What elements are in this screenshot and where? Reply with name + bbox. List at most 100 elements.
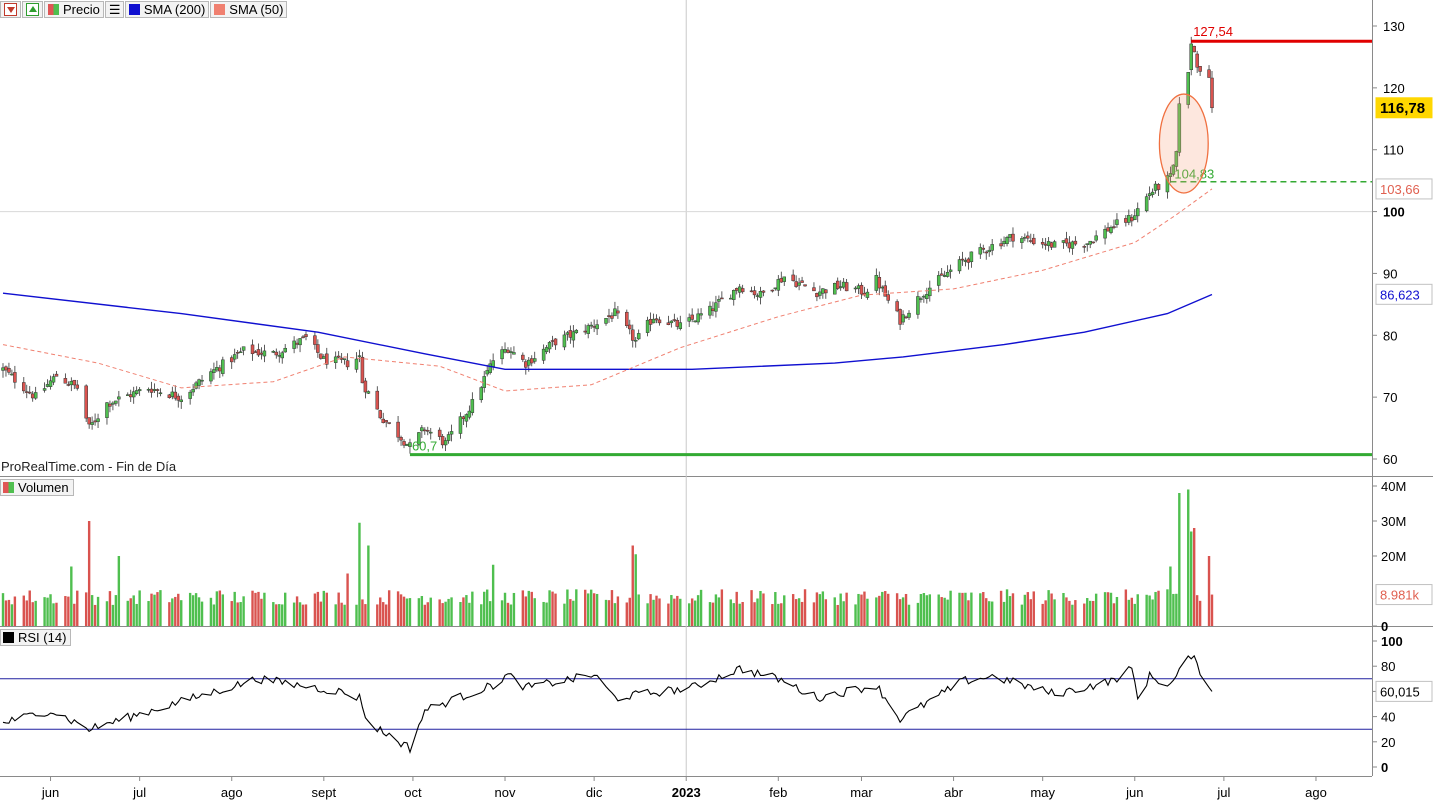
volume-bar: [866, 598, 869, 626]
candle-body: [877, 277, 882, 289]
volume-bar: [191, 595, 195, 626]
candle-body: [613, 308, 617, 317]
candle-body: [325, 353, 329, 365]
candle-body: [800, 280, 804, 283]
volume-bar: [43, 597, 46, 626]
candle-body: [470, 399, 475, 413]
volume-bar: [260, 598, 263, 626]
candle-body: [574, 329, 579, 334]
move-up-button[interactable]: [22, 1, 43, 18]
volume-bar: [355, 604, 358, 626]
rsi-panel-button[interactable]: RSI (14): [0, 629, 72, 646]
volume-bar: [999, 590, 1003, 626]
price-tick-label: 60: [1383, 452, 1397, 467]
candle-body: [984, 251, 988, 254]
candle-body: [1177, 103, 1182, 153]
volume-bar: [652, 599, 655, 626]
volume-bar: [575, 589, 578, 626]
candle-body: [987, 249, 991, 253]
volume-bar: [301, 604, 305, 626]
volume-bar: [1062, 592, 1065, 626]
volume-bar: [1127, 599, 1131, 626]
volume-bar: [554, 593, 557, 626]
volume-bar: [114, 595, 118, 626]
volume-bar: [595, 593, 599, 626]
x-tick-label: dic: [586, 785, 603, 800]
candle-body: [610, 315, 614, 319]
sma50-color-swatch: [214, 4, 226, 15]
volume-bar: [616, 596, 620, 626]
volume-bar: [313, 593, 317, 626]
volume-bar: [922, 593, 926, 626]
candle-body: [1046, 241, 1051, 246]
candle-body: [200, 379, 204, 382]
candle-body: [149, 388, 154, 393]
volume-bar: [209, 597, 213, 626]
volume-bar: [31, 602, 34, 626]
candle-body: [319, 353, 323, 359]
volume-bar: [343, 604, 346, 626]
candle-body: [1011, 233, 1015, 242]
candle-body: [737, 286, 742, 293]
volume-bar: [483, 591, 486, 626]
volume-bar: [670, 595, 673, 626]
candle-body: [131, 391, 136, 398]
volume-bar: [506, 602, 510, 626]
volume-bar: [690, 598, 694, 626]
x-tick-label: may: [1030, 785, 1055, 800]
volume-bar: [545, 602, 548, 626]
candle-body: [758, 291, 763, 298]
candle-body: [1052, 241, 1057, 248]
volume-bar: [1151, 599, 1154, 626]
volume-bar: [22, 595, 25, 626]
candle-body: [835, 280, 840, 289]
volume-bar: [408, 598, 412, 626]
volume-bar: [720, 589, 724, 626]
volume-bar: [1157, 590, 1160, 626]
candle-body: [417, 432, 421, 445]
candle-body: [27, 391, 32, 394]
volume-bar: [797, 598, 801, 626]
volume-bar: [738, 603, 741, 626]
volume-bar: [584, 589, 587, 626]
move-down-button[interactable]: [0, 1, 21, 18]
candle-body: [1067, 242, 1072, 249]
candle-body: [173, 391, 178, 399]
candle-body: [1168, 173, 1173, 177]
candle-body: [530, 358, 534, 364]
x-tick-label: jul: [1216, 785, 1230, 800]
candle-body: [45, 384, 50, 387]
indicator-list-button[interactable]: ☰: [104, 1, 124, 18]
volume-bar: [322, 590, 326, 626]
price-indicator-button[interactable]: Precio: [44, 1, 104, 18]
volume-panel-button[interactable]: Volumen: [0, 479, 74, 496]
candle-body: [565, 332, 570, 335]
data-source-label: ProRealTime.com - Fin de Día: [1, 459, 177, 474]
candle-body: [693, 320, 697, 323]
candle-body: [1174, 151, 1179, 167]
volume-bar: [958, 592, 961, 626]
candle-body: [874, 275, 879, 291]
candle-body: [1150, 191, 1155, 195]
candle-body: [945, 272, 950, 277]
sma200-label: SMA (200): [143, 2, 206, 17]
volume-bar: [49, 594, 52, 626]
rsi-value-badge: 60,015: [1380, 684, 1420, 699]
sma200-legend-button[interactable]: SMA (200): [124, 1, 210, 18]
volume-bar: [25, 600, 28, 626]
candle-body: [283, 347, 287, 353]
volume-bar: [542, 601, 545, 626]
volume-bar: [221, 594, 225, 626]
candle-body: [960, 258, 965, 261]
volume-bar: [750, 590, 753, 626]
price-tick-label: 90: [1383, 266, 1397, 281]
sma50-legend-button[interactable]: SMA (50): [210, 1, 288, 18]
volume-bar: [741, 602, 744, 626]
volume-bar: [610, 590, 614, 626]
candle-body: [87, 417, 91, 425]
volume-bar: [634, 554, 637, 626]
x-tick-label: jun: [1125, 785, 1143, 800]
candle-body: [90, 422, 94, 425]
volume-bar: [604, 599, 608, 626]
